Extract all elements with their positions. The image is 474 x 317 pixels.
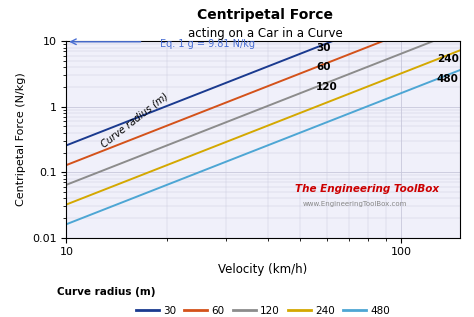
Text: Eq. 1 g = 9.81 N/kg: Eq. 1 g = 9.81 N/kg — [160, 39, 255, 49]
Text: 30: 30 — [316, 42, 330, 53]
Text: www.EngineeringToolBox.com: www.EngineeringToolBox.com — [302, 201, 407, 207]
Text: acting on a Car in a Curve: acting on a Car in a Curve — [188, 27, 343, 40]
Text: Curve radius (m): Curve radius (m) — [99, 91, 170, 150]
Text: Centripetal Force: Centripetal Force — [198, 8, 333, 22]
Text: 60: 60 — [316, 62, 330, 72]
Text: 120: 120 — [316, 82, 338, 92]
Text: Curve radius (m): Curve radius (m) — [57, 287, 155, 297]
X-axis label: Velocity (km/h): Velocity (km/h) — [219, 263, 308, 276]
Text: 480: 480 — [437, 74, 459, 84]
Text: The Engineering ToolBox: The Engineering ToolBox — [294, 184, 438, 194]
Text: 240: 240 — [437, 55, 459, 64]
Y-axis label: Centripetal Force (N/kg): Centripetal Force (N/kg) — [17, 73, 27, 206]
Legend: 30, 60, 120, 240, 480: 30, 60, 120, 240, 480 — [132, 302, 394, 317]
